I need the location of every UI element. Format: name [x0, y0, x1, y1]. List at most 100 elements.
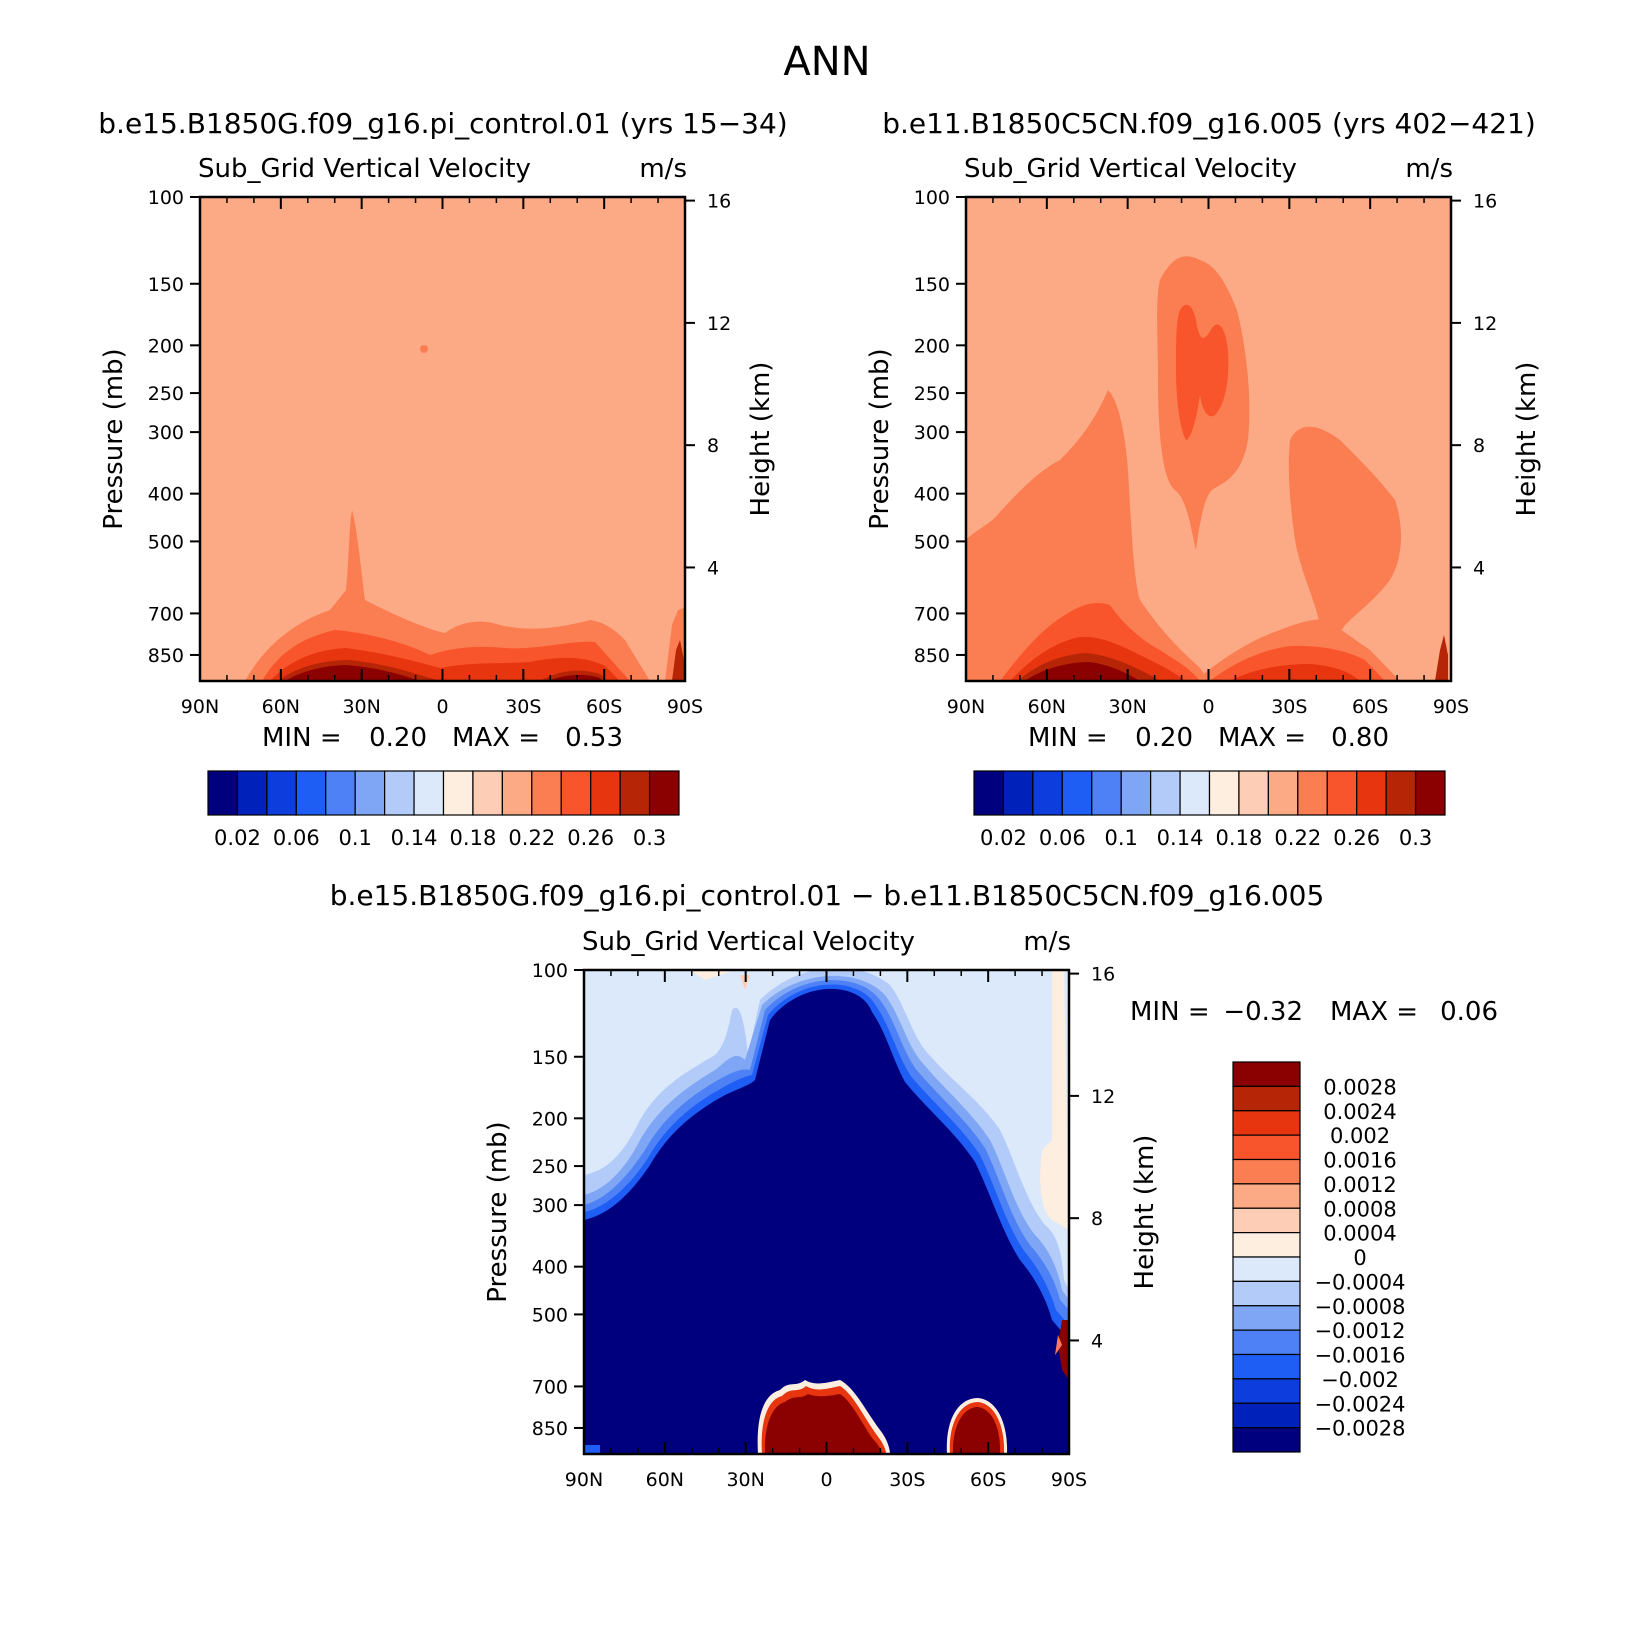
colorbar-box — [1032, 770, 1063, 816]
colorbar-box — [1232, 1329, 1301, 1356]
colorbar-box — [1326, 770, 1358, 816]
y-tick-label: 250 — [914, 383, 950, 405]
x-tick-label: 60N — [646, 1469, 684, 1491]
colorbar-label: 0.14 — [391, 826, 438, 850]
colorbar-box — [648, 770, 680, 816]
colorbar-box — [236, 770, 268, 816]
y-tick-label: 100 — [148, 187, 184, 209]
p1-bg — [200, 197, 685, 681]
colorbar-label: 0.02 — [214, 826, 261, 850]
panel-3-ylabel: Pressure (mb) — [483, 1121, 513, 1302]
p3-pos-edge-light — [1055, 1335, 1062, 1355]
colorbar-box — [1232, 1353, 1301, 1380]
colorbar-box — [325, 770, 356, 816]
colorbar-box — [384, 770, 415, 816]
y2-tick-label: 4 — [1091, 1330, 1103, 1352]
p3-pos-0004 — [690, 970, 735, 980]
y2-tick-label: 16 — [707, 191, 731, 213]
panel-3-axes: 100 150 200 250 300 400 500 700 850 16 12 8 4 90N 60N 3… — [532, 960, 1115, 1491]
colorbar-box — [1232, 1280, 1301, 1307]
colorbar-label: −0.0028 — [1314, 1417, 1405, 1441]
colorbar-label: −0.0016 — [1314, 1344, 1405, 1368]
y2-tick-label: 8 — [707, 435, 719, 457]
panel-2-max-value: 0.80 — [1331, 723, 1389, 753]
colorbar-label: 0.22 — [508, 826, 555, 850]
y-tick-label: 150 — [148, 274, 184, 296]
y-tick-label: 700 — [148, 603, 184, 625]
panel-2-axes: 100 150 200 250 300 400 500 700 850 16 12 8 4 90N 60N 3… — [914, 187, 1497, 718]
y2-tick-label: 12 — [707, 313, 731, 335]
panel-1-min-label: MIN = — [262, 723, 342, 753]
colorbar-box — [1385, 770, 1417, 816]
x-tick-label: 0 — [436, 696, 448, 718]
p1-contour-038b — [548, 674, 602, 681]
x-tick-label: 30N — [342, 696, 380, 718]
panel-1-variable: Sub_Grid Vertical Velocity — [198, 154, 531, 184]
colorbar-box — [1232, 1158, 1301, 1185]
colorbar-label: 0.26 — [567, 826, 614, 850]
panel-1-case-title: b.e15.B1850G.f09_g16.pi_control.01 (yrs … — [98, 107, 787, 140]
colorbar-box — [472, 770, 503, 816]
panel-2-min-value: 0.20 — [1135, 723, 1193, 753]
panel-2-colorbar: 0.02 0.06 0.1 0.14 0.18 0.22 0.26 0.3 — [973, 770, 1446, 850]
y-tick-label: 100 — [914, 187, 950, 209]
colorbar-box — [1150, 770, 1181, 816]
y-tick-label: 700 — [914, 603, 950, 625]
colorbar-label: 0.18 — [450, 826, 497, 850]
colorbar-box — [354, 770, 386, 816]
x-tick-label: 90S — [1051, 1469, 1087, 1491]
colorbar-box — [1238, 770, 1269, 816]
y-tick-label: 500 — [532, 1304, 568, 1326]
colorbar-label: 0.26 — [1333, 826, 1380, 850]
panel-3-colorbar: 0.00280.00240.0020.00160.00120.00080.000… — [1232, 1061, 1406, 1453]
colorbar-label: 0.0012 — [1323, 1173, 1396, 1197]
colorbar-label: 0 — [1353, 1246, 1366, 1270]
y-tick-label: 500 — [148, 531, 184, 553]
panel-1-max-label: MAX = — [452, 723, 540, 753]
panel-1-ylabel: Pressure (mb) — [99, 348, 129, 529]
colorbar-box — [295, 770, 327, 816]
y-tick-label: 400 — [148, 484, 184, 506]
panel-2-case-title: b.e11.B1850C5CN.f09_g16.005 (yrs 402−421… — [882, 107, 1536, 140]
y2-tick-label: 16 — [1473, 191, 1497, 213]
y2-tick-label: 12 — [1473, 313, 1497, 335]
colorbar-label: 0.002 — [1330, 1124, 1390, 1148]
colorbar-label: 0.0024 — [1323, 1100, 1396, 1124]
p1-contour-038 — [285, 665, 420, 681]
p1-contour-dot — [420, 345, 428, 353]
panel-3: b.e15.B1850G.f09_g16.pi_control.01 − b.e… — [330, 879, 1498, 1491]
colorbar-label: 0.22 — [1274, 826, 1321, 850]
y-tick-label: 850 — [914, 645, 950, 667]
x-tick-label: 60S — [1352, 696, 1388, 718]
panel-2: b.e11.B1850C5CN.f09_g16.005 (yrs 402−421… — [865, 107, 1542, 850]
colorbar-box — [619, 770, 651, 816]
y-tick-label: 150 — [532, 1047, 568, 1069]
colorbar-label: 0.06 — [1039, 826, 1086, 850]
colorbar-box — [1061, 770, 1093, 816]
colorbar-label: 0.0008 — [1323, 1197, 1396, 1221]
y-tick-label: 200 — [148, 335, 184, 357]
y2-tick-label: 8 — [1473, 435, 1485, 457]
panel-1-y2label: Height (km) — [746, 362, 776, 517]
colorbar-box — [1232, 1427, 1301, 1453]
panel-2-units: m/s — [1405, 154, 1453, 184]
colorbar-label: 0.3 — [633, 826, 666, 850]
x-tick-label: 90N — [565, 1469, 603, 1491]
colorbar-box — [1232, 1232, 1301, 1258]
colorbar-label: 0.06 — [273, 826, 320, 850]
panel-3-variable: Sub_Grid Vertical Velocity — [582, 927, 915, 957]
colorbar-label: 0.18 — [1216, 826, 1263, 850]
y2-tick-label: 16 — [1091, 964, 1115, 986]
colorbar-label: −0.0012 — [1314, 1319, 1405, 1343]
colorbar-box — [207, 770, 239, 816]
colorbar-box — [266, 770, 297, 816]
p2-contour-spike — [1435, 635, 1448, 681]
panel-2-max-label: MAX = — [1218, 723, 1306, 753]
colorbar-box — [1120, 770, 1152, 816]
colorbar-box — [1297, 770, 1328, 816]
colorbar-label: 0.3 — [1399, 826, 1432, 850]
colorbar-box — [1414, 770, 1446, 816]
panel-3-max-value: 0.06 — [1440, 997, 1498, 1027]
y2-tick-label: 8 — [1091, 1208, 1103, 1230]
